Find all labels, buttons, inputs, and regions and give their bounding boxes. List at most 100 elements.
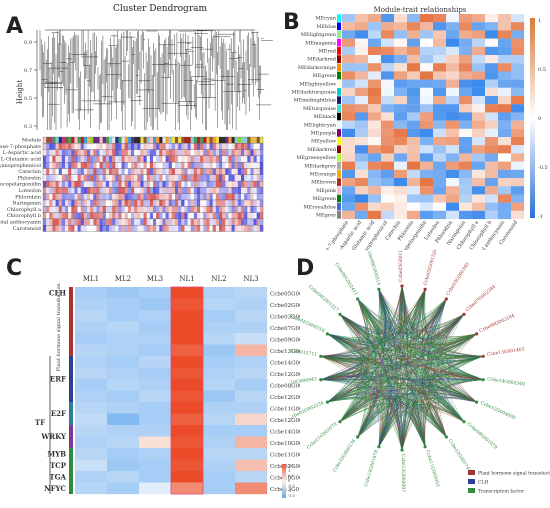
trait-cell bbox=[168, 218, 173, 226]
module-trait-cell bbox=[472, 120, 486, 129]
trait-cell bbox=[99, 143, 103, 150]
trait-cell bbox=[112, 193, 116, 200]
trait-cell bbox=[74, 206, 78, 213]
module-trait-cell bbox=[511, 210, 525, 220]
trait-cell bbox=[109, 206, 113, 213]
expression-cell bbox=[75, 471, 108, 483]
trait-cell bbox=[96, 155, 100, 163]
trait-cell bbox=[137, 212, 141, 219]
trait-cell bbox=[131, 143, 135, 150]
trait-row-label: Module bbox=[22, 138, 41, 144]
module-trait-cell bbox=[433, 202, 447, 211]
module-trait-cell bbox=[381, 128, 395, 138]
trait-cell bbox=[131, 187, 135, 194]
module-trait-cell bbox=[368, 120, 382, 129]
module-trait-cell bbox=[355, 120, 369, 129]
module-trait-cell bbox=[459, 210, 473, 220]
expression-cell bbox=[75, 448, 108, 460]
module-trait-cell bbox=[381, 22, 395, 31]
trait-cell bbox=[200, 212, 204, 219]
trait-cell bbox=[250, 174, 254, 182]
module-trait-cell bbox=[394, 137, 408, 146]
trait-cell bbox=[115, 193, 119, 200]
trait-cell bbox=[200, 225, 204, 232]
trait-cell bbox=[52, 225, 56, 232]
trait-cell bbox=[247, 137, 251, 144]
trait-cell bbox=[193, 212, 198, 219]
trait-cell bbox=[222, 143, 226, 150]
trait-cell bbox=[90, 181, 94, 188]
module-trait-cell bbox=[446, 14, 460, 23]
trait-cell bbox=[87, 200, 91, 207]
trait-cell bbox=[46, 174, 50, 182]
module-trait-title: Module-trait relationships bbox=[374, 6, 467, 14]
trait-cell bbox=[134, 206, 138, 213]
trait-cell bbox=[212, 212, 217, 219]
trait-cell bbox=[102, 155, 107, 163]
trait-cell bbox=[153, 168, 157, 175]
trait-cell bbox=[200, 200, 204, 207]
trait-cell bbox=[222, 168, 226, 175]
trait-row-label: Chlorophyll b bbox=[7, 213, 41, 219]
colorbar-c-label: 0.5 bbox=[288, 474, 294, 478]
trait-cell bbox=[168, 187, 173, 194]
trait-cell bbox=[256, 206, 261, 213]
trait-cell bbox=[112, 168, 116, 175]
trait-cell bbox=[137, 187, 141, 194]
trait-cell bbox=[187, 193, 191, 200]
module-trait-cell bbox=[407, 145, 421, 154]
trait-cell bbox=[112, 149, 116, 156]
expression-cell bbox=[139, 459, 172, 472]
trait-cell bbox=[237, 168, 242, 175]
trait-cell bbox=[187, 137, 191, 144]
module-trait-cell bbox=[485, 186, 499, 195]
trait-cell bbox=[71, 218, 75, 226]
network-edge bbox=[357, 289, 385, 438]
module-label: MEblack bbox=[314, 114, 337, 120]
module-trait-cell bbox=[355, 210, 369, 220]
network-edge bbox=[378, 289, 465, 334]
trait-cell bbox=[146, 162, 151, 169]
module-trait-cell bbox=[485, 112, 499, 121]
module-trait-cell bbox=[446, 161, 460, 170]
trait-cell bbox=[165, 181, 169, 188]
module-trait-cell bbox=[342, 128, 356, 138]
trait-cell bbox=[231, 137, 235, 144]
trait-cell bbox=[52, 143, 56, 150]
trait-cell bbox=[234, 181, 239, 188]
trait-cell bbox=[241, 225, 245, 232]
trait-cell bbox=[156, 174, 160, 182]
module-trait-cell bbox=[459, 178, 473, 187]
colorbar-b-label: 0.5 bbox=[538, 67, 546, 73]
module-label: MEyellow bbox=[311, 139, 337, 145]
network-edge bbox=[320, 333, 367, 360]
module-trait-cell bbox=[355, 194, 369, 203]
module-swatch bbox=[337, 137, 341, 145]
trait-cell bbox=[61, 225, 66, 232]
trait-cell bbox=[143, 181, 147, 188]
network-edge bbox=[357, 289, 394, 331]
trait-cell bbox=[247, 143, 251, 150]
trait-cell bbox=[146, 187, 151, 194]
expression-cell bbox=[171, 425, 204, 437]
network-edge bbox=[357, 298, 384, 438]
colorbar-b-label: -0.5 bbox=[538, 165, 548, 171]
expression-cell bbox=[171, 390, 204, 403]
trait-row-label: Phloridzin bbox=[15, 194, 42, 200]
trait-cell bbox=[131, 225, 135, 232]
trait-cell bbox=[77, 225, 81, 232]
trait-cell bbox=[149, 181, 154, 188]
trait-cell bbox=[115, 181, 119, 188]
trait-cell bbox=[162, 143, 166, 150]
trait-cell bbox=[71, 174, 75, 182]
trait-cell bbox=[137, 143, 141, 150]
trait-cell bbox=[102, 206, 107, 213]
expression-cell bbox=[203, 482, 236, 495]
module-trait-cell bbox=[459, 30, 473, 39]
module-trait-cell bbox=[472, 96, 486, 105]
trait-cell bbox=[193, 181, 198, 188]
module-trait-cell bbox=[368, 210, 382, 220]
trait-cell bbox=[137, 193, 141, 200]
module-swatch bbox=[337, 55, 341, 63]
trait-cell bbox=[149, 193, 154, 200]
